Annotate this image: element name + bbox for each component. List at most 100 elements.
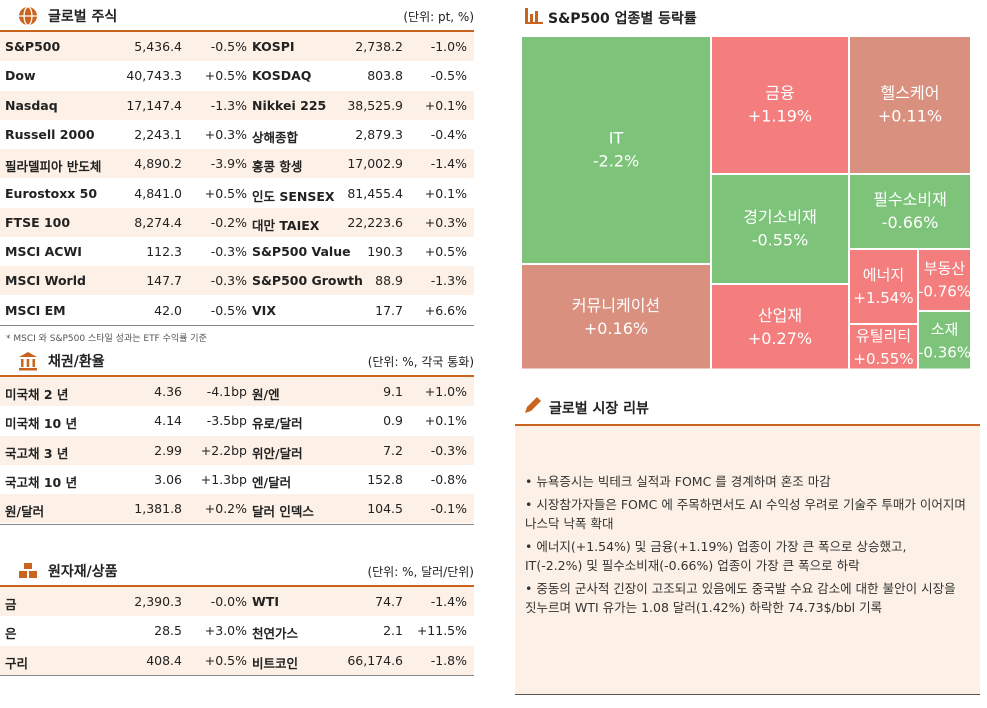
cell-label: 부동산 (924, 260, 966, 278)
globe-icon (19, 6, 37, 26)
review-item: • 에너지(+1.54%) 및 금융(+1.19%) 업종이 가장 큰 폭으로 … (525, 539, 907, 573)
table-row: 국고채 3 년 2.99 +2.2bp 위안/달러 7.2 -0.3% (0, 435, 474, 465)
row-value: 2.1 (383, 623, 403, 639)
row-value: +0.2% (204, 501, 247, 517)
treemap-cell: 금융 +1.19% (712, 37, 848, 173)
unit-label: (단위: %, 각국 통화) (367, 355, 474, 369)
table-bottom-rule (0, 674, 474, 676)
row-value: -3.5bp (206, 413, 247, 429)
row-value: -0.5% (210, 39, 247, 54)
row-value: 66,174.6 (347, 652, 403, 668)
table-row: MSCI World 147.7 -0.3% S&P500 Growth 88.9 -1.… (0, 266, 474, 296)
row-value: 4,841.0 (134, 185, 182, 201)
pen-icon (525, 397, 541, 413)
row-name: 미국채 10 년 (5, 416, 78, 432)
row-name: 원/엔 (252, 387, 280, 402)
bank-icon (19, 352, 37, 371)
treemap-cell: 유틸리티 +0.55% (850, 325, 917, 370)
row-value: 408.4 (146, 652, 182, 668)
row-value: 2.99 (154, 442, 182, 458)
row-value: 38,525.9 (347, 97, 403, 113)
row-name: 유로/달러 (252, 416, 303, 432)
treemap: IT -2.2% 금융 +1.19% 헬스케어 +0.11% 경기소비재 -0.55% 필수소비… (515, 34, 975, 370)
cell-label: 산업재 (758, 306, 802, 325)
cell-bg (850, 37, 970, 173)
row-name: 금 (5, 597, 17, 612)
cell-label: 커뮤니케이션 (572, 296, 660, 315)
gold-icon (19, 563, 37, 578)
row-name: Nasdaq (5, 97, 58, 113)
row-value: 40,743.3 (126, 68, 182, 84)
treemap-cell: IT -2.2% (522, 37, 710, 263)
table-row: 은 28.5 +3.0% 천연가스 2.1 +11.5% (0, 616, 474, 646)
row-name: MSCI ACWI (5, 244, 82, 260)
row-name: 달러 인덱스 (252, 504, 314, 520)
treemap-cell: 소재 -0.36% (918, 312, 971, 370)
section-title: S&P500 업종별 등락률 (548, 11, 697, 27)
row-name: S&P500 (5, 39, 61, 54)
row-value: +0.5% (424, 244, 467, 260)
cell-label: IT (609, 129, 624, 148)
cell-value: -0.66% (882, 213, 939, 232)
row-name: Dow (5, 68, 36, 84)
treemap-cell: 에너지 +1.54% (850, 250, 917, 323)
cell-value: +0.55% (853, 350, 913, 368)
table-row: Dow 40,743.3 +0.5% KOSDAQ 803.8 -0.5% (0, 61, 474, 91)
row-value: -0.1% (430, 501, 467, 517)
row-value: 190.3 (367, 244, 403, 260)
row-name: MSCI EM (5, 302, 66, 318)
cell-bg (522, 265, 710, 370)
row-name: Eurostoxx 50 (5, 185, 98, 201)
row-name: 대만 TAIEX (252, 217, 320, 233)
row-value: 4.36 (154, 384, 182, 399)
cell-value: +0.11% (878, 107, 942, 126)
row-value: +6.6% (424, 302, 467, 318)
row-name: S&P500 Value (252, 244, 351, 260)
row-value: 147.7 (146, 273, 182, 289)
treemap-cell: 커뮤니케이션 +0.16% (522, 265, 710, 370)
row-name: 원/달러 (5, 504, 45, 520)
row-name: S&P500 Growth (252, 273, 363, 289)
row-value: +0.5% (204, 68, 247, 84)
treemap-cell: 산업재 +0.27% (712, 285, 848, 370)
unit-label: (단위: pt, %) (403, 10, 474, 24)
cell-value: -0.36% (918, 344, 971, 362)
table-row: Nasdaq 17,147.4 -1.3% Nikkei 225 38,525.9 +0.… (0, 90, 474, 120)
row-name: 은 (5, 626, 17, 642)
table-row: 금 2,390.3 -0.0% WTI 74.7 -1.4% (0, 587, 474, 616)
section-title: 원자재/상품 (48, 564, 118, 580)
cell-bg (712, 37, 848, 173)
review-item: • 뉴욕증시는 빅테크 실적과 FOMC 를 경계하며 혼조 마감 (525, 474, 831, 489)
table-bottom-rule (0, 325, 474, 326)
row-value: -0.3% (430, 442, 467, 458)
cell-bg (919, 250, 970, 310)
treemap-cell: 헬스케어 +0.11% (850, 37, 970, 173)
table-row: 원/달러 1,381.8 +0.2% 달러 인덱스 104.5 -0.1% (0, 494, 474, 524)
row-name: KOSPI (252, 39, 295, 54)
row-name: 필라델피아 반도체 (5, 159, 102, 175)
table-bottom-rule (0, 523, 474, 525)
cell-value: +1.19% (748, 107, 812, 126)
cell-value: -0.76% (918, 283, 971, 301)
table-row: Russell 2000 2,243.1 +0.3% 상해종합 2,879.3 -0.4% (0, 119, 474, 149)
table-row: FTSE 100 8,274.4 -0.2% 대만 TAIEX 22,223.6 +0.3… (0, 207, 474, 237)
row-name: 국고채 3 년 (5, 445, 69, 461)
row-value: +11.5% (416, 623, 467, 639)
row-name: 홍콩 항셍 (252, 159, 303, 175)
cell-label: 헬스케어 (881, 84, 940, 103)
review-list: • 뉴욕증시는 빅테크 실적과 FOMC 를 경계하며 혼조 마감 • 시장참가자… (515, 426, 980, 617)
row-name: 미국채 2 년 (5, 387, 69, 402)
treemap-cell: 필수소비재 -0.66% (850, 175, 970, 248)
unit-label: (단위: %, 달러/단위) (367, 565, 474, 579)
row-value: +1.0% (424, 384, 467, 399)
row-value: -0.8% (430, 471, 467, 487)
row-value: -4.1bp (206, 384, 247, 399)
review-item: • 중동의 군사적 긴장이 고조되고 있음에도 중국발 수요 감소에 대한 불안… (525, 581, 956, 615)
row-value: 2,390.3 (134, 594, 182, 609)
row-name: KOSDAQ (252, 68, 312, 84)
row-value: +1.3bp (200, 471, 247, 487)
row-value: +0.1% (424, 97, 467, 113)
row-name: FTSE 100 (5, 214, 71, 230)
treemap-cell: 경기소비재 -0.55% (712, 175, 848, 283)
cell-bg (712, 285, 848, 370)
